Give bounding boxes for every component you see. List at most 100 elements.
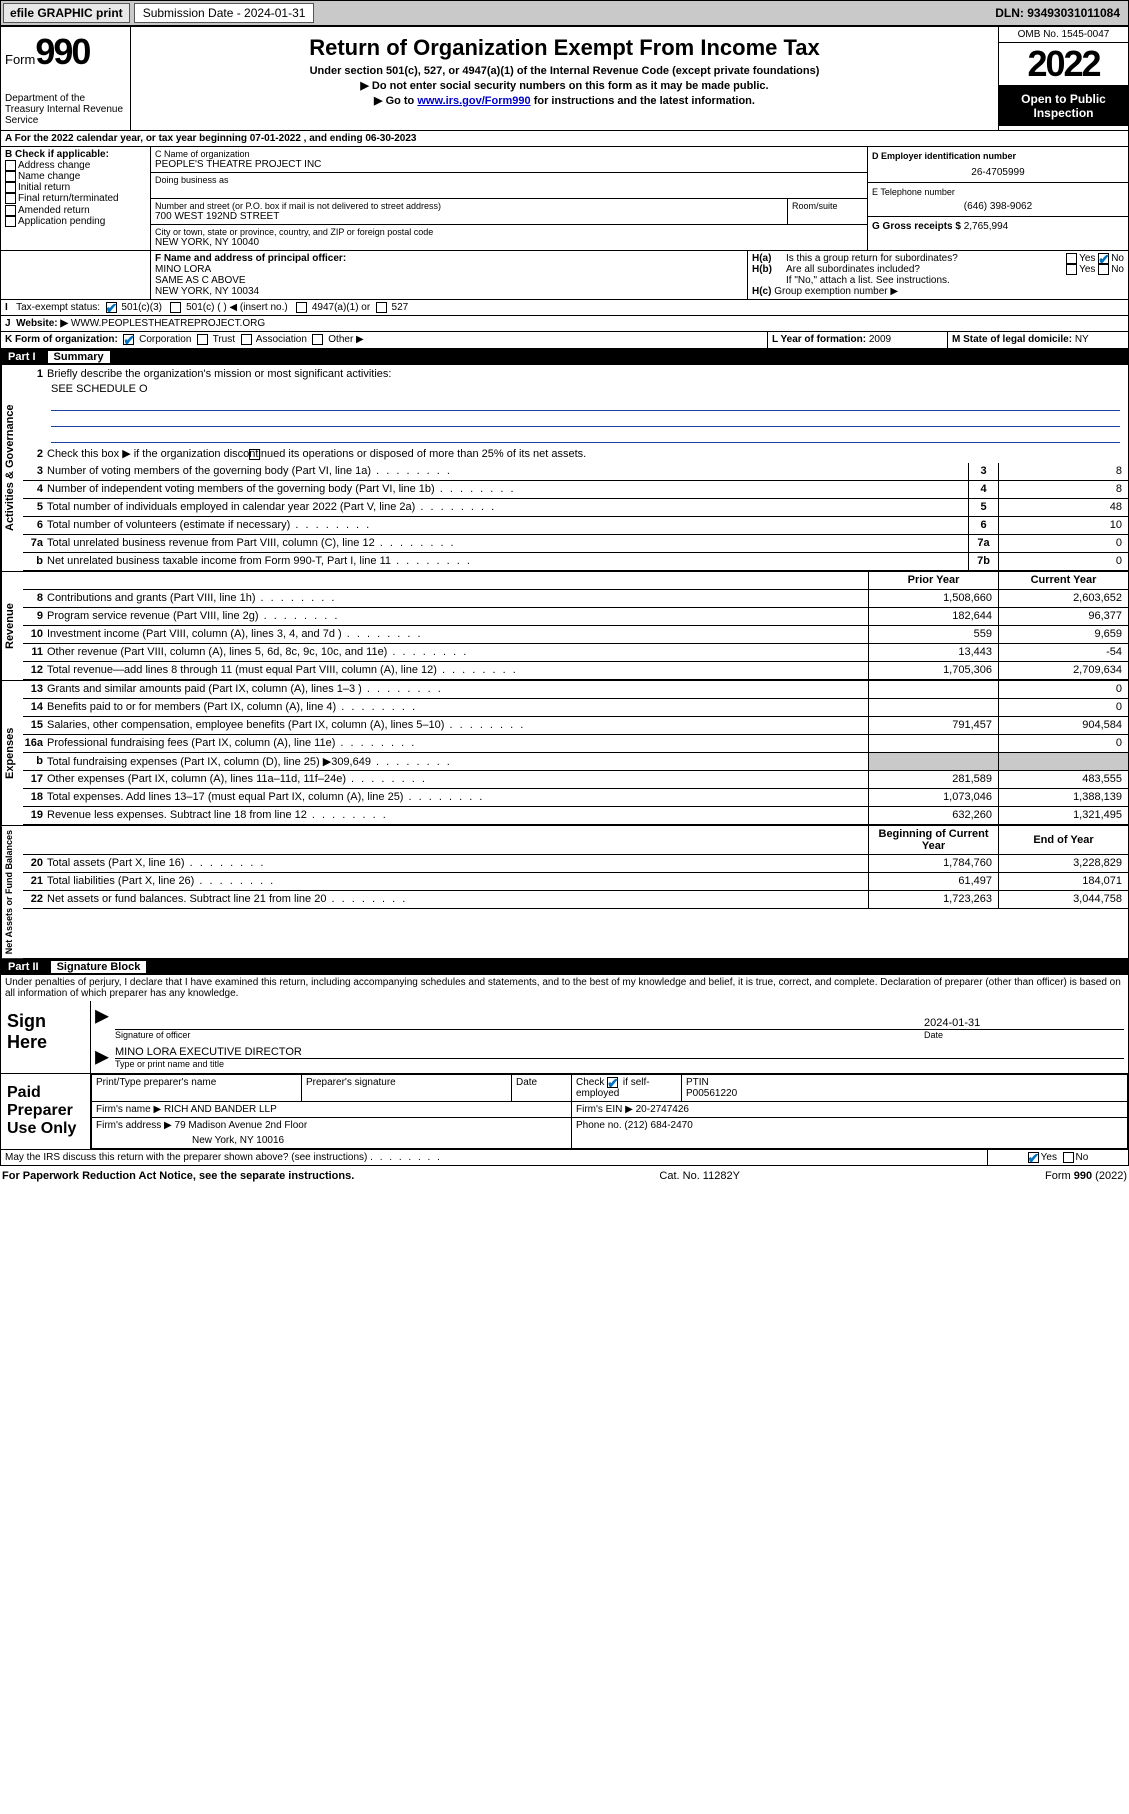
- prep-sig-label: Preparer's signature: [302, 1074, 512, 1101]
- irs-link[interactable]: www.irs.gov/Form990: [417, 95, 530, 107]
- prior-year-value: 1,723,263: [868, 891, 998, 908]
- efile-print-button[interactable]: efile GRAPHIC print: [3, 3, 130, 23]
- chk-4947[interactable]: [296, 302, 307, 313]
- line-desc: Total number of individuals employed in …: [47, 499, 968, 515]
- penalty-text: Under penalties of perjury, I declare th…: [0, 975, 1129, 1001]
- prior-year-value: [868, 753, 998, 770]
- tax-status-label: Tax-exempt status:: [16, 302, 100, 313]
- line-box: 6: [968, 517, 998, 534]
- firm-name: RICH AND BANDER LLP: [164, 1104, 277, 1115]
- chk-discontinued[interactable]: [249, 449, 260, 460]
- header-block-bcdeg: B Check if applicable: Address change Na…: [0, 147, 1129, 251]
- line-desc: Net unrelated business taxable income fr…: [47, 553, 968, 569]
- prior-year-value: 1,508,660: [868, 590, 998, 607]
- officer-typed-name: MINO LORA EXECUTIVE DIRECTOR: [115, 1046, 1124, 1059]
- prior-year-value: 1,784,760: [868, 855, 998, 872]
- line-desc: Professional fundraising fees (Part IX, …: [47, 735, 868, 751]
- omb-number: OMB No. 1545-0047: [999, 27, 1128, 43]
- prior-year-value: 632,260: [868, 807, 998, 824]
- expenses-section: Expenses 13Grants and similar amounts pa…: [0, 681, 1129, 826]
- line-box: 7a: [968, 535, 998, 552]
- chk-501c3[interactable]: [106, 302, 117, 313]
- hb-no[interactable]: [1098, 264, 1109, 275]
- chk-application-pending[interactable]: Application pending: [5, 216, 146, 227]
- instr-goto: ▶ Go to www.irs.gov/Form990 for instruct…: [137, 94, 992, 107]
- chk-527[interactable]: [376, 302, 387, 313]
- paid-preparer-label: Paid Preparer Use Only: [1, 1074, 91, 1149]
- officer-name: MINO LORA: [155, 264, 743, 275]
- header-block-fh: F Name and address of principal officer:…: [0, 251, 1129, 300]
- chk-trust[interactable]: [197, 334, 208, 345]
- box-b-label: B Check if applicable:: [5, 149, 146, 160]
- website-label: Website: ▶: [16, 318, 68, 329]
- line-desc: Grants and similar amounts paid (Part IX…: [47, 681, 868, 697]
- chk-association[interactable]: [241, 334, 252, 345]
- chk-initial-return[interactable]: Initial return: [5, 182, 146, 193]
- chk-other[interactable]: [312, 334, 323, 345]
- line-value: 48: [998, 499, 1128, 516]
- vlabel-revenue: Revenue: [1, 572, 23, 680]
- line-box: 4: [968, 481, 998, 498]
- chk-name-change[interactable]: Name change: [5, 171, 146, 182]
- ha-yes[interactable]: [1066, 253, 1077, 264]
- chk-amended-return[interactable]: Amended return: [5, 205, 146, 216]
- hb-yes[interactable]: [1066, 264, 1077, 275]
- firm-addr2: New York, NY 10016: [92, 1133, 572, 1149]
- line-box: 7b: [968, 553, 998, 570]
- prior-year-value: 1,073,046: [868, 789, 998, 806]
- prior-year-value: [868, 681, 998, 698]
- line-desc: Other expenses (Part IX, column (A), lin…: [47, 771, 868, 787]
- org-name: PEOPLE'S THEATRE PROJECT INC: [155, 159, 863, 170]
- prior-year-value: 1,705,306: [868, 662, 998, 679]
- line-desc: Salaries, other compensation, employee b…: [47, 717, 868, 733]
- phone-value: (646) 398-9062: [872, 197, 1124, 212]
- sign-here-label: Sign Here: [1, 1001, 91, 1073]
- footer-mid: Cat. No. 11282Y: [659, 1170, 740, 1182]
- sig-officer-label: Signature of officer: [115, 1030, 924, 1040]
- chk-final-return[interactable]: Final return/terminated: [5, 193, 146, 204]
- current-year-value: 904,584: [998, 717, 1128, 734]
- line-desc: Total revenue—add lines 8 through 11 (mu…: [47, 662, 868, 678]
- current-year-value: 1,321,495: [998, 807, 1128, 824]
- officer-typed-label: Type or print name and title: [115, 1059, 1124, 1069]
- chk-corporation[interactable]: [123, 334, 134, 345]
- line-desc: Number of independent voting members of …: [47, 481, 968, 497]
- page-footer: For Paperwork Reduction Act Notice, see …: [0, 1166, 1129, 1186]
- room-label: Room/suite: [792, 201, 863, 211]
- line-desc: Total liabilities (Part X, line 26): [47, 873, 868, 889]
- officer-addr1: SAME AS C ABOVE: [155, 275, 743, 286]
- chk-address-change[interactable]: Address change: [5, 160, 146, 171]
- ein-value: 26-4705999: [872, 161, 1124, 178]
- footer-left: For Paperwork Reduction Act Notice, see …: [2, 1170, 354, 1182]
- line-desc: Total assets (Part X, line 16): [47, 855, 868, 871]
- discuss-no[interactable]: [1063, 1152, 1074, 1163]
- discuss-question: May the IRS discuss this return with the…: [5, 1152, 367, 1163]
- ptin-value: P00561220: [686, 1088, 1123, 1099]
- part1-header: Part I Summary: [0, 349, 1129, 365]
- line-value: 0: [998, 553, 1128, 570]
- current-year-value: 2,603,652: [998, 590, 1128, 607]
- gross-receipts-label: G Gross receipts $: [872, 221, 961, 232]
- city-state-zip: NEW YORK, NY 10040: [155, 237, 863, 248]
- sig-date-label: Date: [924, 1030, 1124, 1040]
- ha-no[interactable]: [1098, 253, 1109, 264]
- current-year-value: 0: [998, 699, 1128, 716]
- year-formation: 2009: [869, 334, 891, 345]
- org-name-label: C Name of organization: [155, 149, 863, 159]
- line-value: 10: [998, 517, 1128, 534]
- website-value: WWW.PEOPLESTHEATREPROJECT.ORG: [71, 318, 265, 329]
- current-year-value: [998, 753, 1128, 770]
- line-desc: Benefits paid to or for members (Part IX…: [47, 699, 868, 715]
- chk-self-employed[interactable]: [607, 1077, 618, 1088]
- line-desc: Number of voting members of the governin…: [47, 463, 968, 479]
- mission-question: Briefly describe the organization's miss…: [47, 366, 1128, 382]
- chk-501c[interactable]: [170, 302, 181, 313]
- hb-question: Are all subordinates included?: [786, 264, 1066, 275]
- prep-date-label: Date: [512, 1074, 572, 1101]
- line-desc: Contributions and grants (Part VIII, lin…: [47, 590, 868, 606]
- prior-year-value: 13,443: [868, 644, 998, 661]
- discuss-yes[interactable]: [1028, 1152, 1039, 1163]
- sign-arrow-icon: ▸: [95, 1005, 115, 1040]
- paid-preparer-block: Paid Preparer Use Only Print/Type prepar…: [0, 1074, 1129, 1150]
- vlabel-governance: Activities & Governance: [1, 365, 23, 571]
